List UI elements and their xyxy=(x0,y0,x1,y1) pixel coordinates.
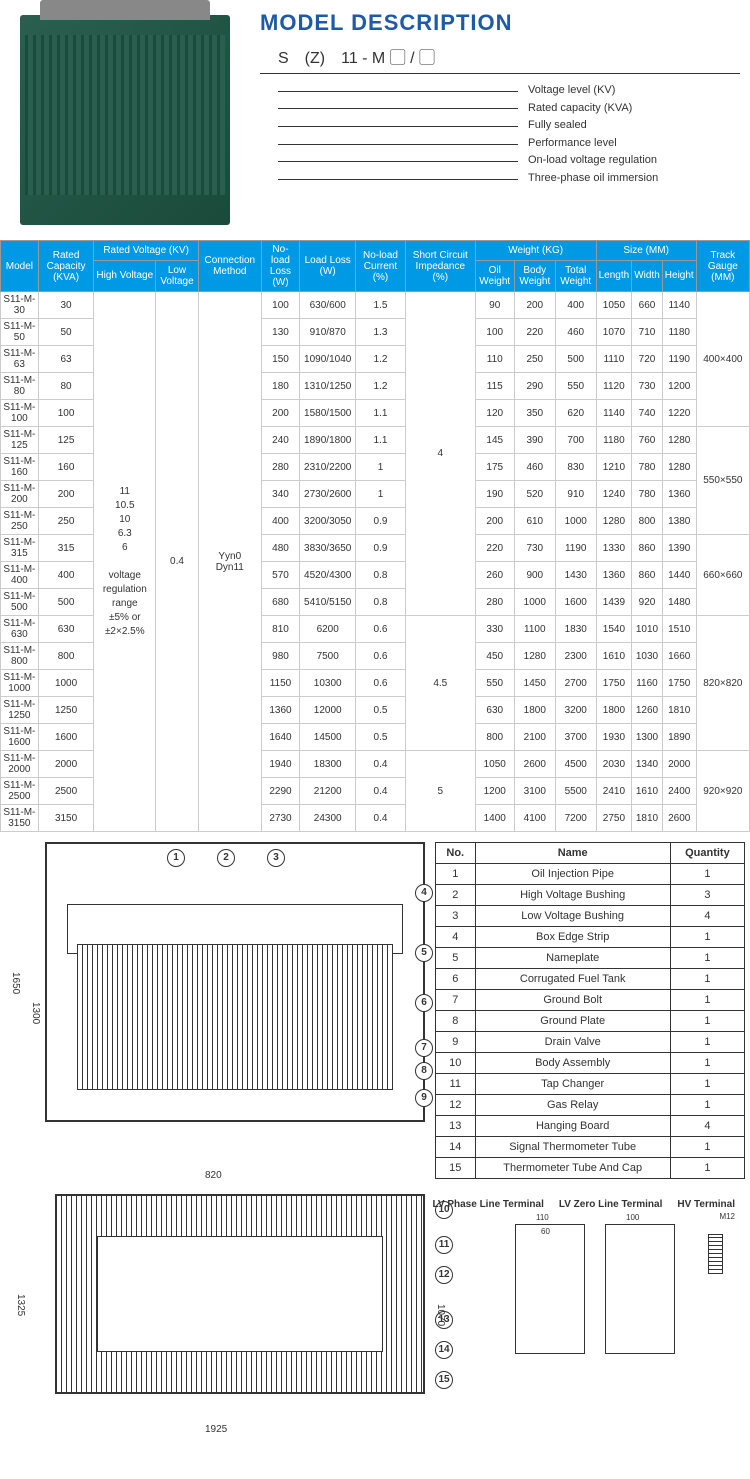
callout-7: 7 xyxy=(415,1039,433,1057)
code-legend: Voltage level (KV)Rated capacity (KVA)Fu… xyxy=(260,82,740,188)
callout-3: 3 xyxy=(267,849,285,867)
model-code: S (Z) 11 - M ▢ / ▢ xyxy=(260,44,740,68)
callout-9: 9 xyxy=(415,1089,433,1107)
callout-6: 6 xyxy=(415,994,433,1012)
callout-5: 5 xyxy=(415,944,433,962)
callout-1: 1 xyxy=(167,849,185,867)
product-photo xyxy=(20,15,230,225)
terminal-labels: LV Phase Line TerminalLV Zero Line Termi… xyxy=(433,1199,735,1210)
parts-table: No.NameQuantity 1Oil Injection Pipe12Hig… xyxy=(435,842,745,1179)
callout-14: 14 xyxy=(435,1341,453,1359)
callout-8: 8 xyxy=(415,1062,433,1080)
spec-table: Model Rated Capacity (KVA) Rated Voltage… xyxy=(0,240,750,832)
top-diagram: 10 11 12 13 14 15 1325 1070 1925 LV Phas… xyxy=(5,1194,745,1474)
callout-4: 4 xyxy=(415,884,433,902)
callout-15: 15 xyxy=(435,1371,453,1389)
callout-12: 12 xyxy=(435,1266,453,1284)
front-diagram: 1 2 3 4 5 6 7 8 9 1650 1300 820 xyxy=(5,842,425,1179)
page-title: MODEL DESCRIPTION xyxy=(260,10,740,36)
callout-2: 2 xyxy=(217,849,235,867)
callout-11: 11 xyxy=(435,1236,453,1254)
